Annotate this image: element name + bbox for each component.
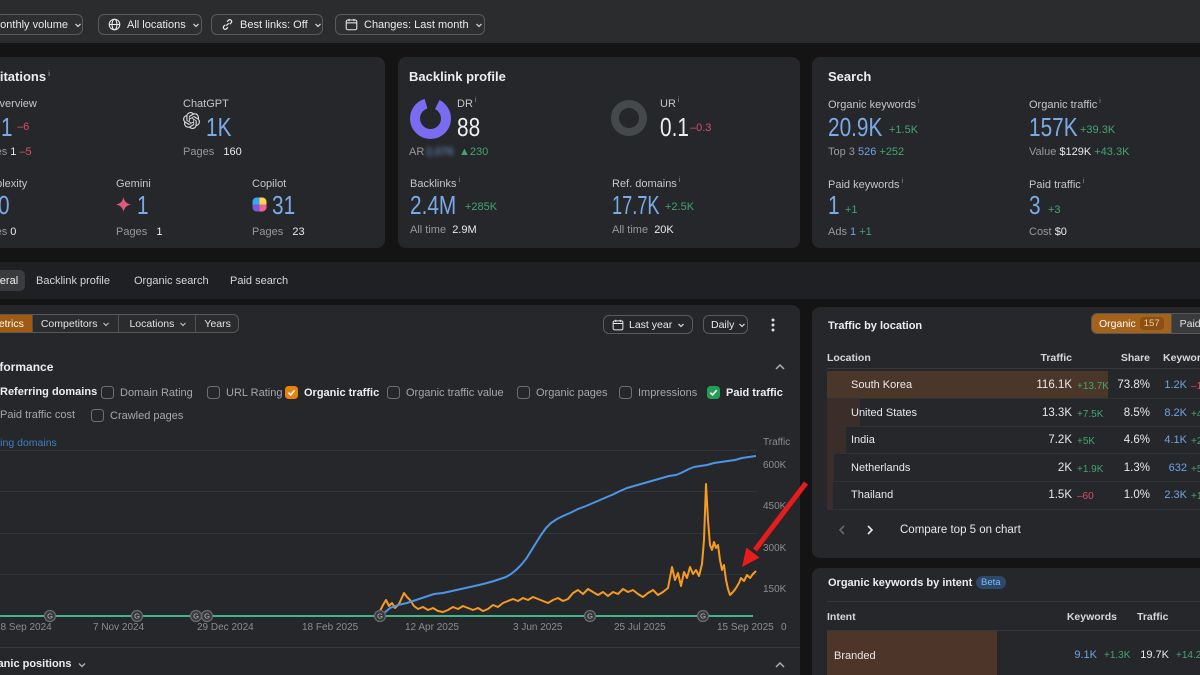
svg-text:G: G [587,612,593,621]
svg-text:G: G [193,612,199,621]
svg-text:G: G [204,612,210,621]
svg-text:G: G [377,612,383,621]
svg-text:G: G [47,612,53,621]
svg-text:G: G [134,612,140,621]
svg-text:G: G [700,612,706,621]
